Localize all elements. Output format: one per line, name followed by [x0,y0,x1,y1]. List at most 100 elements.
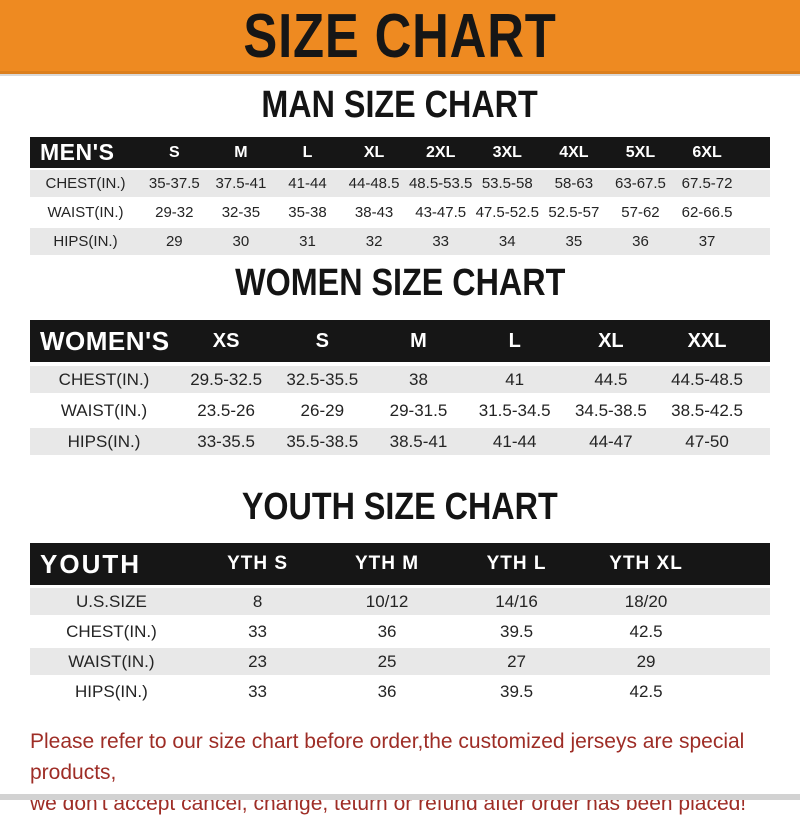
table-group-label: WOMEN'S [40,325,170,356]
size-value-cell: 30 [232,233,250,250]
measurement-row: HIPS(IN.) 33 36 39.5 42.5 [30,678,770,705]
size-value-cell: 36 [377,621,397,641]
size-value-cell: 41-44 [288,175,327,192]
spacer-cell [711,588,770,615]
bottom-divider [0,794,800,800]
size-value-cell: 34 [498,233,516,250]
size-value-cell: 35.5-38.5 [286,431,359,451]
size-column-header: YTH L [486,553,547,574]
size-value-cell: 36 [632,233,649,250]
table-header-bar: YOUTH YTH S YTH M YTH L YTH XL [30,543,770,585]
size-value-cell: 39.5 [500,681,534,701]
size-value-cell: 44.5 [594,369,628,389]
size-value-cell: 36 [377,681,397,701]
spacer-cell [711,648,770,675]
size-value-cell: 38.5-41 [389,431,448,451]
measurement-row-label: HIPS(IN.) [75,681,148,701]
table-header-bar: WOMEN'S XS S M L XL XXL [30,320,770,362]
size-value-cell: 35 [565,233,583,250]
size-value-cell: 67.5-72 [681,175,733,192]
measurement-row: HIPS(IN.) 29 30 31 32 33 34 35 36 37 [30,228,770,255]
size-column-header: XL [598,329,624,352]
size-value-cell: 48.5-53.5 [408,175,473,192]
size-value-cell: 23.5-26 [197,400,255,420]
size-value-cell: 25 [377,651,397,671]
spacer-cell [711,543,770,585]
size-value-cell: 63-67.5 [615,175,666,192]
spacer-cell [711,618,770,645]
youth-section-heading: YOUTH SIZE CHART [0,488,800,526]
measurement-row: CHEST(IN.) 29.5-32.5 32.5-35.5 38 41 44.5 44.5… [30,366,770,393]
size-value-cell: 47.5-52.5 [475,204,539,221]
footer-disclaimer: Please refer to our size chart before or… [30,726,775,819]
women-section-heading: WOMEN SIZE CHART [0,264,800,302]
size-column-header: XS [212,329,240,352]
spacer-cell [755,320,770,362]
size-value-cell: 23 [248,651,267,671]
table-header-bar: MEN'S S M L XL 2XL 3XL 4XL 5XL 6XL [30,137,770,168]
size-value-cell: 53.5-58 [481,175,533,192]
size-value-cell: 14/16 [495,591,538,611]
size-column-header: 6XL [692,143,722,161]
women-heading-text: WOMEN SIZE CHART [234,262,566,304]
women-size-table: WOMEN'S XS S M L XL XXL CHEST(IN.) 29.5-32.5 32.5… [30,316,770,459]
size-value-cell: 18/20 [624,591,668,611]
measurement-row: CHEST(IN.) 33 36 39.5 42.5 [30,618,770,645]
size-value-cell: 62-66.5 [681,204,733,221]
spacer-cell [740,137,770,168]
size-column-header: L [302,143,313,161]
size-value-cell: 29-31.5 [389,400,448,420]
size-value-cell: 29-32 [155,204,194,221]
size-value-cell: 29.5-32.5 [190,369,263,389]
size-value-cell: 38 [409,369,428,389]
measurement-row: WAIST(IN.) 23 25 27 29 [30,648,770,675]
size-value-cell: 42.5 [629,681,663,701]
measurement-row-label: CHEST(IN.) [66,621,157,641]
measurement-row-label: CHEST(IN.) [45,175,126,192]
size-value-cell: 44-48.5 [348,175,400,192]
size-column-header: XXL [687,329,727,352]
size-column-header: M [234,143,248,161]
size-chart-banner: SIZE CHART [0,0,800,76]
size-column-header: 5XL [625,143,656,161]
spacer-cell [740,199,770,226]
size-value-cell: 44.5-48.5 [671,369,743,389]
measurement-row-label: WAIST(IN.) [68,651,155,671]
size-value-cell: 8 [252,591,263,611]
size-value-cell: 52.5-57 [548,204,600,221]
size-column-header: XL [363,143,385,161]
spacer-cell [755,397,770,424]
size-value-cell: 42.5 [629,621,663,641]
table-group-label: YOUTH [40,548,141,579]
measurement-row: WAIST(IN.) 23.5-26 26-29 29-31.5 31.5-34.5 34… [30,397,770,424]
size-value-cell: 32 [365,233,383,250]
size-value-cell: 35-37.5 [148,175,200,192]
size-value-cell: 57-62 [621,204,660,221]
size-value-cell: 44-47 [589,431,633,451]
size-column-header: 3XL [492,143,522,161]
size-value-cell: 10/12 [365,591,409,611]
measurement-row: CHEST(IN.) 35-37.5 37.5-41 41-44 44-48.5 48.5… [30,170,770,197]
footer-line-1: Please refer to our size chart before or… [30,730,745,784]
measurement-row-label: U.S.SIZE [75,591,147,611]
size-value-cell: 35-38 [288,204,327,221]
men-size-table: MEN'S S M L XL 2XL 3XL 4XL 5XL 6XL CHEST(IN.) 35-37… [30,135,770,257]
measurement-row-label: WAIST(IN.) [47,204,124,221]
size-value-cell: 31 [299,233,316,250]
measurement-row-label: WAIST(IN.) [60,400,148,420]
size-value-cell: 32-35 [221,204,261,221]
men-heading-text: MAN SIZE CHART [261,84,539,126]
size-value-cell: 58-63 [554,175,594,192]
youth-heading-text: YOUTH SIZE CHART [242,486,558,528]
size-value-cell: 43-47.5 [415,204,467,221]
size-value-cell: 47-50 [685,431,729,451]
size-value-cell: 33-35.5 [197,431,255,451]
youth-size-table: YOUTH YTH S YTH M YTH L YTH XL U.S.SIZE 8 10/12… [30,540,770,708]
table-group-label: MEN'S [40,139,115,165]
size-value-cell: 41 [505,369,525,389]
spacer-cell [740,228,770,255]
measurement-row: WAIST(IN.) 29-32 32-35 35-38 38-43 43-47.5 47.… [30,199,770,226]
size-column-header: YTH M [354,553,420,574]
size-column-header: S [315,329,329,352]
measurement-row-label: CHEST(IN.) [58,369,150,389]
